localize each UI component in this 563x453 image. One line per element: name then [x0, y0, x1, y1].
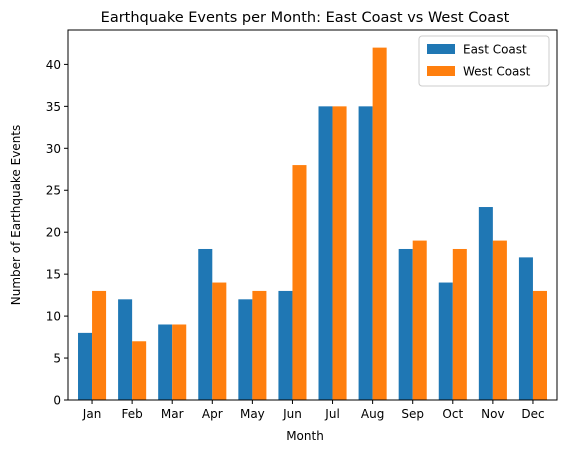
bar-east-coast-jan: [78, 332, 93, 400]
bar-east-coast-may: [238, 299, 253, 400]
plot-frame: [67, 29, 558, 401]
x-tick-label: Dec: [521, 407, 544, 421]
y-tick-label: 25: [46, 184, 61, 198]
bar-west-coast-oct: [452, 248, 467, 400]
bar-east-coast-sep: [398, 248, 413, 400]
x-tick-label: Sep: [401, 407, 424, 421]
bar-west-coast-may: [252, 290, 267, 400]
x-tick-label: Nov: [481, 407, 504, 421]
legend: East Coast West Coast: [418, 35, 550, 87]
bar-east-coast-dec: [518, 257, 533, 400]
y-tick-label: 0: [53, 394, 61, 408]
bar-east-coast-jul: [318, 106, 333, 400]
y-axis: 0 5 10 15 20 25 30 35 40: [46, 58, 68, 408]
x-tick-label: Mar: [161, 407, 184, 421]
bar-west-coast-apr: [212, 282, 227, 400]
bar-west-coast-jul: [332, 106, 347, 400]
y-tick-label: 40: [46, 58, 61, 72]
bar-east-coast-apr: [198, 248, 213, 400]
bar-west-coast-sep: [412, 240, 427, 400]
bar-west-coast-jun: [292, 165, 307, 400]
x-axis: Jan Feb Mar Apr May Jun Jul Aug Sep Oct Nov Dec: [82, 400, 545, 421]
x-tick-label: May: [240, 407, 265, 421]
bar-east-coast-feb: [118, 299, 133, 400]
bar-east-coast-nov: [478, 207, 493, 400]
bar-east-coast-oct: [438, 282, 453, 400]
bar-west-coast-jan: [92, 290, 107, 400]
x-tick-label: Oct: [442, 407, 463, 421]
legend-label: East Coast: [463, 43, 527, 57]
bar-west-coast-nov: [492, 240, 507, 400]
legend-swatch-west-coast: [427, 66, 455, 76]
bar-west-coast-aug: [372, 47, 387, 401]
y-axis-label: Number of Earthquake Events: [9, 125, 23, 306]
y-tick-label: 20: [46, 226, 61, 240]
legend-swatch-east-coast: [427, 44, 455, 54]
x-axis-label: Month: [286, 429, 324, 443]
bar-east-coast-aug: [358, 106, 373, 400]
y-tick-label: 15: [46, 268, 61, 282]
bar-east-coast-mar: [158, 324, 173, 400]
x-tick-label: Jan: [82, 407, 102, 421]
bars: [78, 47, 547, 401]
chart-title: Earthquake Events per Month: East Coast …: [101, 10, 510, 26]
bar-west-coast-dec: [532, 290, 547, 400]
y-tick-label: 5: [53, 352, 61, 366]
x-tick-label: Apr: [202, 407, 223, 421]
y-tick-label: 10: [46, 310, 61, 324]
y-tick-label: 30: [46, 142, 61, 156]
x-tick-label: Aug: [361, 407, 384, 421]
bar-east-coast-jun: [278, 290, 293, 400]
bar-west-coast-feb: [132, 341, 147, 400]
y-tick-label: 35: [46, 100, 61, 114]
bar-west-coast-mar: [172, 324, 187, 400]
x-tick-label: Feb: [122, 407, 143, 421]
legend-label: West Coast: [463, 65, 531, 79]
x-tick-label: Jun: [282, 407, 302, 421]
x-tick-label: Jul: [324, 407, 339, 421]
